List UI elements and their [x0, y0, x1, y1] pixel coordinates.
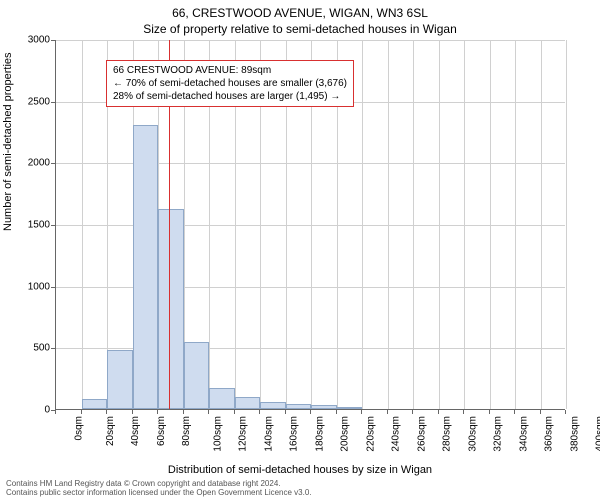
y-tick-label: 1000 [10, 281, 50, 292]
x-tick-mark [438, 410, 439, 414]
histogram-bar [260, 402, 286, 409]
grid-line-vertical [362, 40, 363, 409]
x-tick-label: 20sqm [105, 416, 116, 446]
x-tick-label: 300sqm [467, 416, 478, 452]
x-tick-mark [514, 410, 515, 414]
x-tick-mark [387, 410, 388, 414]
x-tick-mark [55, 410, 56, 414]
x-tick-label: 40sqm [130, 416, 141, 446]
x-tick-label: 240sqm [391, 416, 402, 452]
footer-attribution: Contains HM Land Registry data © Crown c… [6, 479, 312, 498]
footer-line-1: Contains HM Land Registry data © Crown c… [6, 479, 312, 489]
y-tick-label: 2500 [10, 96, 50, 107]
grid-line-vertical [413, 40, 414, 409]
histogram-bar [158, 209, 184, 409]
x-tick-mark [310, 410, 311, 414]
x-tick-mark [183, 410, 184, 414]
x-tick-mark [208, 410, 209, 414]
histogram-bar [235, 397, 261, 409]
x-tick-label: 120sqm [238, 416, 249, 452]
histogram-bar [184, 342, 210, 409]
grid-line-vertical [388, 40, 389, 409]
annotation-box: 66 CRESTWOOD AVENUE: 89sqm ← 70% of semi… [106, 60, 354, 107]
annotation-line-2: ← 70% of semi-detached houses are smalle… [113, 77, 347, 90]
x-tick-label: 400sqm [595, 416, 600, 452]
x-tick-label: 260sqm [416, 416, 427, 452]
x-tick-mark [259, 410, 260, 414]
x-tick-mark [540, 410, 541, 414]
histogram-bar [82, 399, 108, 409]
histogram-bar [107, 350, 133, 409]
histogram-bar [337, 407, 363, 409]
x-tick-mark [132, 410, 133, 414]
y-tick-label: 0 [10, 405, 50, 416]
x-tick-label: 380sqm [569, 416, 580, 452]
y-axis-label: Number of semi-detached properties [2, 52, 14, 231]
x-tick-label: 80sqm [181, 416, 192, 446]
histogram-chart: 66 CRESTWOOD AVENUE: 89sqm ← 70% of semi… [55, 40, 565, 410]
grid-line-vertical [490, 40, 491, 409]
grid-line-vertical [439, 40, 440, 409]
footer-line-2: Contains public sector information licen… [6, 488, 312, 498]
histogram-bar [209, 388, 235, 409]
grid-line-vertical [82, 40, 83, 409]
grid-line-vertical [515, 40, 516, 409]
annotation-line-1: 66 CRESTWOOD AVENUE: 89sqm [113, 64, 347, 77]
x-tick-mark [565, 410, 566, 414]
x-tick-mark [106, 410, 107, 414]
x-tick-label: 200sqm [340, 416, 351, 452]
x-tick-mark [489, 410, 490, 414]
x-axis-label: Distribution of semi-detached houses by … [0, 464, 600, 476]
x-tick-mark [157, 410, 158, 414]
x-tick-label: 60sqm [156, 416, 167, 446]
x-tick-mark [361, 410, 362, 414]
x-tick-mark [412, 410, 413, 414]
title-sub: Size of property relative to semi-detach… [0, 20, 600, 36]
histogram-bar [133, 125, 159, 409]
x-tick-label: 340sqm [518, 416, 529, 452]
x-tick-mark [81, 410, 82, 414]
histogram-bar [311, 405, 337, 409]
x-tick-label: 280sqm [442, 416, 453, 452]
y-tick-mark [51, 225, 55, 226]
y-tick-label: 2000 [10, 158, 50, 169]
histogram-bar [286, 404, 312, 409]
x-tick-mark [234, 410, 235, 414]
y-tick-mark [51, 102, 55, 103]
y-tick-label: 500 [10, 343, 50, 354]
x-tick-label: 320sqm [493, 416, 504, 452]
y-tick-mark [51, 163, 55, 164]
annotation-line-3: 28% of semi-detached houses are larger (… [113, 90, 347, 103]
y-tick-label: 3000 [10, 35, 50, 46]
y-tick-mark [51, 348, 55, 349]
x-tick-label: 360sqm [544, 416, 555, 452]
grid-line-vertical [566, 40, 567, 409]
grid-line-vertical [541, 40, 542, 409]
x-tick-label: 160sqm [289, 416, 300, 452]
x-tick-label: 0sqm [73, 416, 84, 440]
grid-line-vertical [464, 40, 465, 409]
y-tick-label: 1500 [10, 220, 50, 231]
y-tick-mark [51, 287, 55, 288]
x-tick-mark [463, 410, 464, 414]
x-tick-label: 100sqm [212, 416, 223, 452]
x-tick-mark [285, 410, 286, 414]
x-tick-label: 180sqm [314, 416, 325, 452]
y-tick-mark [51, 40, 55, 41]
x-tick-mark [336, 410, 337, 414]
x-tick-label: 220sqm [365, 416, 376, 452]
title-main: 66, CRESTWOOD AVENUE, WIGAN, WN3 6SL [0, 0, 600, 20]
x-tick-label: 140sqm [263, 416, 274, 452]
